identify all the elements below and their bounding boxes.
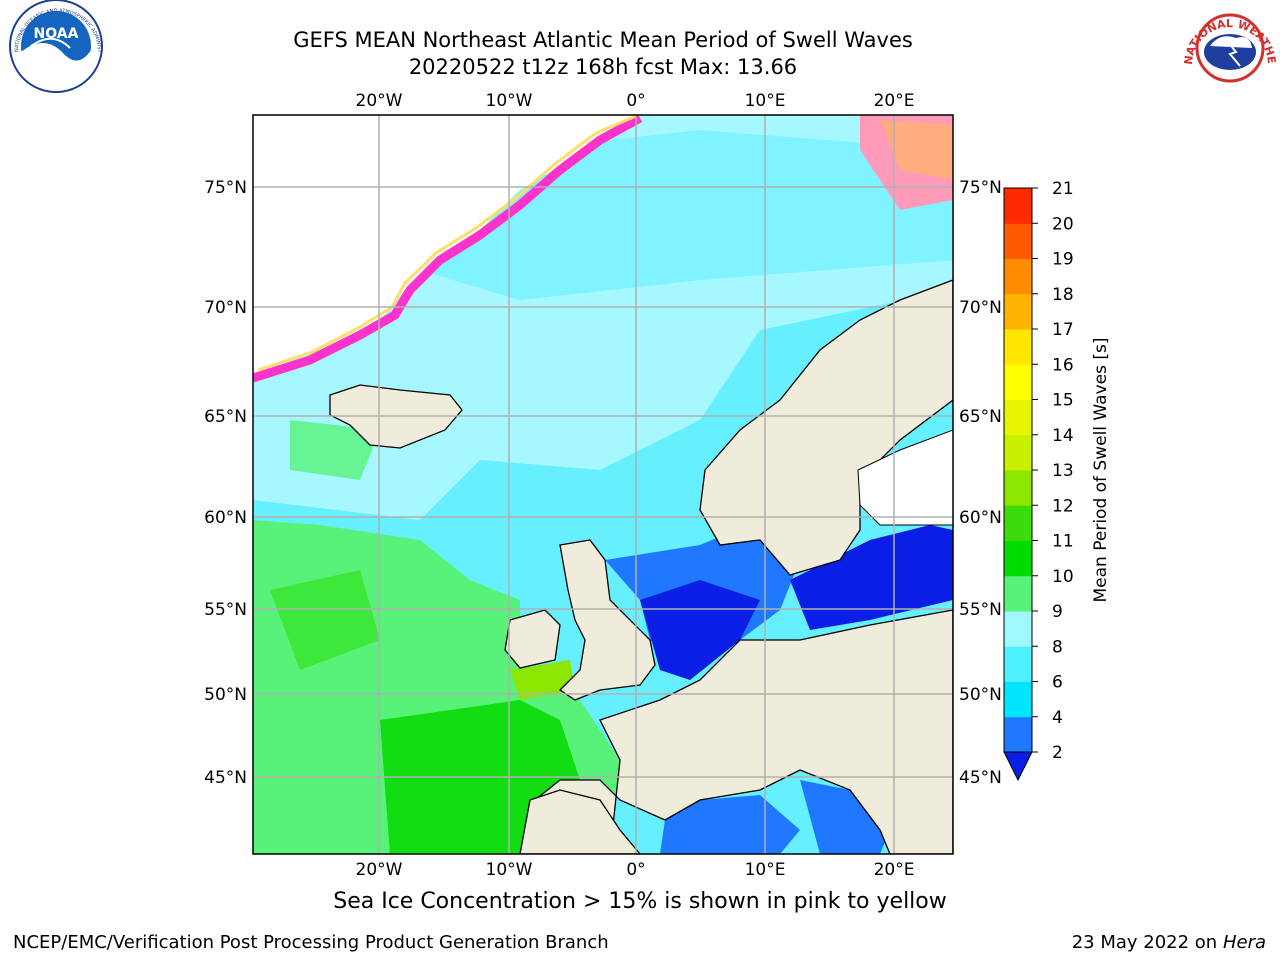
north-sea-short-swell	[640, 580, 760, 680]
lat-label: 50°N	[959, 685, 1002, 705]
colorbar-tick-label: 8	[1052, 637, 1063, 657]
colorbar-segment	[1004, 399, 1032, 436]
colorbar-segment	[1004, 364, 1032, 400]
lat-label: 60°N	[204, 508, 247, 528]
lon-label: 10°E	[745, 860, 786, 880]
colorbar-segment	[1004, 223, 1032, 259]
colorbar-segment	[1004, 258, 1032, 295]
lat-label: 75°N	[959, 178, 1002, 198]
lat-label: 65°N	[959, 407, 1002, 427]
colorbar-segment	[1004, 611, 1032, 647]
colorbar-tick-label: 15	[1052, 391, 1074, 411]
swell-10s-patch	[270, 570, 380, 670]
colorbar-tick-label: 11	[1052, 532, 1074, 552]
lon-label: 20°W	[356, 91, 403, 111]
lon-label: 0°	[626, 860, 645, 880]
lat-label: 55°N	[959, 600, 1002, 620]
adriatic-swell	[800, 780, 890, 854]
footer-date: 23 May 2022 on Hera	[1072, 932, 1266, 953]
colorbar-tick-label: 10	[1052, 567, 1074, 587]
lat-label: 55°N	[204, 600, 247, 620]
noaa-logo: NOAA NATIONAL OCEANIC AND ATMOSPHERIC AD…	[0, 0, 103, 93]
colorbar-tick-label: 4	[1052, 708, 1063, 728]
lat-label: 60°N	[959, 508, 1002, 528]
lon-label: 10°E	[745, 91, 786, 111]
colorbar-segment	[1004, 293, 1032, 330]
colorbar: 2 4 6 8 9 10 11 12 13 14 15 16 17 18 19 20 21	[1003, 179, 1074, 782]
sea-ice-edge-yellow	[257, 115, 637, 372]
lon-label: 20°E	[874, 860, 915, 880]
lat-label: 75°N	[204, 178, 247, 198]
chart-subtitle: 20220522 t12z 168h fcst Max: 13.66	[408, 55, 798, 79]
lat-label: 45°N	[204, 768, 247, 788]
sea-ice-edge-pink	[253, 115, 643, 383]
lat-label: 50°N	[204, 685, 247, 705]
lon-label: 20°W	[356, 860, 403, 880]
map-frame	[252, 114, 954, 855]
iberia-land	[519, 789, 641, 854]
colorbar-segment	[1004, 470, 1032, 506]
colorbar-segment	[1004, 329, 1032, 365]
lat-labels-right: 75°N 70°N 65°N 60°N 55°N 50°N 45°N	[959, 178, 1002, 788]
colorbar-segment	[1004, 434, 1032, 471]
colorbar-segment	[1004, 681, 1032, 718]
colorbar-tick-label: 17	[1052, 320, 1074, 340]
colorbar-tick-label: 18	[1052, 285, 1074, 305]
nws-logo-ring: NATIONAL WEATHER SERVICE	[0, 0, 1278, 65]
svg-text:NATIONAL WEATHER SERVICE: NATIONAL WEATHER SERVICE	[0, 0, 1278, 65]
graticule	[253, 115, 953, 854]
noaa-logo-text: NOAA	[34, 26, 79, 42]
nws-logo: NATIONAL WEATHER SERVICE	[0, 0, 1278, 94]
map-area	[253, 115, 953, 854]
swell-12s-patch	[510, 660, 575, 700]
lat-label: 45°N	[959, 768, 1002, 788]
lon-label: 10°W	[486, 91, 533, 111]
colorbar-tick-label: 21	[1052, 179, 1074, 199]
colorbar-tick-label: 9	[1052, 602, 1063, 622]
svalbard-sea-ice-core	[880, 120, 953, 180]
colorbar-segment	[1004, 575, 1032, 612]
baltic-sea-swell	[790, 525, 953, 630]
ireland-land	[504, 609, 561, 669]
colorbar-segment	[1004, 505, 1032, 541]
colorbar-tick-label: 19	[1052, 250, 1074, 270]
colorbar-label: Mean Period of Swell Waves [s]	[1091, 338, 1111, 603]
footer-credit: NCEP/EMC/Verification Post Processing Pr…	[13, 932, 609, 953]
lon-label: 0°	[626, 91, 645, 111]
footer-date-text: 23 May 2022 on	[1071, 932, 1218, 953]
sea-ice-note: Sea Ice Concentration > 15% is shown in …	[333, 889, 947, 914]
gulf-of-bothnia-ice	[857, 429, 953, 526]
colorbar-tick-label: 13	[1052, 461, 1074, 481]
colorbar-segment	[1004, 188, 1032, 224]
lat-label: 70°N	[204, 298, 247, 318]
colorbar-tick-label: 12	[1052, 496, 1074, 516]
lon-labels-bottom: 20°W 10°W 0° 10°E 20°E	[356, 860, 915, 880]
great-britain-land	[558, 539, 656, 701]
lat-label: 65°N	[204, 407, 247, 427]
colorbar-tick-label: 14	[1052, 426, 1074, 446]
swell-9s-patch	[290, 420, 380, 480]
colorbar-segment	[1004, 540, 1032, 577]
colorbar-tick-label: 16	[1052, 355, 1074, 375]
lon-label: 20°E	[874, 91, 915, 111]
lat-labels-left: 75°N 70°N 65°N 60°N 55°N 50°N 45°N	[204, 178, 247, 788]
colorbar-extend-arrow	[1003, 751, 1033, 782]
colorbar-tick-label: 20	[1052, 214, 1074, 234]
colorbar-tick-label: 6	[1052, 673, 1063, 693]
lon-labels-top: 20°W 10°W 0° 10°E 20°E	[356, 91, 915, 111]
lat-label: 70°N	[959, 298, 1002, 318]
colorbar-tick-label: 2	[1052, 743, 1063, 763]
lon-label: 10°W	[486, 860, 533, 880]
colorbar-segment	[1004, 646, 1032, 682]
colorbar-segment	[1004, 716, 1032, 753]
chart-title: GEFS MEAN Northeast Atlantic Mean Period…	[293, 28, 913, 52]
footer-host: Hera	[1222, 932, 1266, 953]
continental-europe-land	[519, 609, 953, 854]
